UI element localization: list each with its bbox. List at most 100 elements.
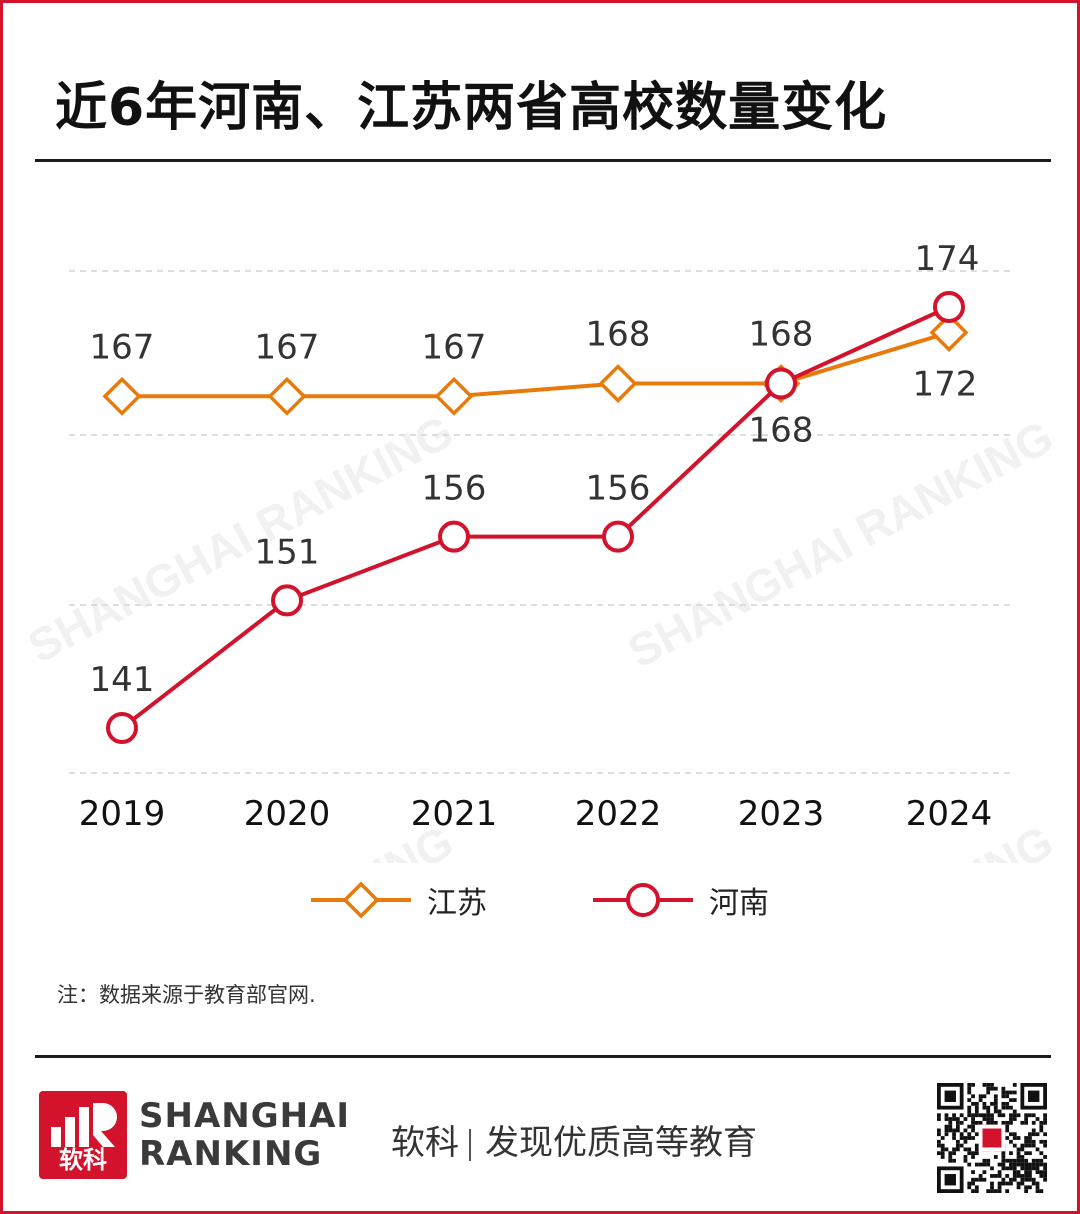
qr-module bbox=[1001, 1162, 1006, 1167]
qr-module bbox=[955, 1124, 960, 1129]
title-divider bbox=[35, 159, 1051, 162]
qr-module bbox=[971, 1177, 975, 1182]
qr-module bbox=[1024, 1166, 1029, 1171]
qr-module bbox=[1031, 1139, 1036, 1144]
qr-module bbox=[937, 1151, 941, 1156]
qr-module bbox=[1028, 1162, 1032, 1167]
qr-module bbox=[959, 1113, 964, 1118]
qr-module bbox=[1016, 1155, 1021, 1159]
qr-module bbox=[982, 1117, 987, 1121]
qr-module bbox=[1009, 1139, 1013, 1144]
qr-module bbox=[1024, 1170, 1029, 1175]
qr-module bbox=[1020, 1158, 1025, 1163]
qr-module bbox=[1043, 1132, 1047, 1137]
qr-module bbox=[1016, 1185, 1021, 1190]
qr-module bbox=[959, 1143, 964, 1148]
qr-module bbox=[1043, 1143, 1047, 1148]
qr-module bbox=[1024, 1189, 1029, 1193]
qr-module bbox=[937, 1139, 941, 1144]
qr-module bbox=[1035, 1166, 1040, 1171]
qr-module bbox=[993, 1094, 998, 1099]
qr-module bbox=[967, 1181, 972, 1186]
qr-module bbox=[1020, 1147, 1025, 1152]
qr-module bbox=[1020, 1166, 1025, 1171]
qr-module bbox=[1016, 1174, 1021, 1178]
qr-module bbox=[952, 1117, 956, 1121]
qr-module bbox=[1031, 1158, 1036, 1163]
qr-module bbox=[1020, 1120, 1025, 1125]
qr-module bbox=[1020, 1181, 1025, 1186]
qr-module bbox=[1024, 1136, 1029, 1140]
qr-module bbox=[971, 1189, 975, 1193]
qr-module bbox=[990, 1113, 994, 1118]
qr-module bbox=[1001, 1113, 1006, 1118]
data-label-jiangsu: 167 bbox=[255, 327, 320, 367]
qr-module bbox=[1012, 1162, 1017, 1167]
qr-module bbox=[974, 1147, 979, 1152]
qr-module bbox=[1024, 1120, 1029, 1125]
brand-logo: 软科 bbox=[39, 1091, 127, 1179]
data-point-jiangsu bbox=[929, 313, 969, 352]
qr-module bbox=[1020, 1162, 1025, 1167]
qr-module bbox=[978, 1162, 983, 1167]
x-tick-label: 2024 bbox=[906, 794, 993, 834]
qr-module bbox=[948, 1151, 953, 1156]
qr-module bbox=[1012, 1117, 1017, 1121]
legend-marker-henan bbox=[593, 883, 693, 917]
qr-module bbox=[937, 1113, 941, 1118]
qr-module bbox=[1012, 1098, 1017, 1102]
qr-module bbox=[993, 1105, 998, 1110]
qr-module bbox=[1009, 1132, 1013, 1137]
qr-module bbox=[1024, 1113, 1029, 1118]
source-note: 注：数据来源于教育部官网. bbox=[57, 983, 316, 1007]
qr-module bbox=[1001, 1181, 1006, 1186]
qr-module bbox=[1005, 1166, 1010, 1171]
qr-module bbox=[971, 1083, 975, 1087]
slogan-right: 发现优质高等教育 bbox=[485, 1123, 757, 1163]
qr-module bbox=[997, 1189, 1002, 1193]
qr-module bbox=[974, 1162, 979, 1167]
qr-module bbox=[1005, 1124, 1010, 1129]
legend-label-henan: 河南 bbox=[709, 886, 769, 921]
qr-module bbox=[986, 1158, 991, 1163]
qr-module bbox=[978, 1094, 983, 1099]
qr-module bbox=[1005, 1120, 1010, 1125]
watermark-text: SHANGHAI RANKING bbox=[620, 410, 1062, 678]
qr-module bbox=[974, 1177, 979, 1182]
qr-module bbox=[1001, 1101, 1006, 1106]
qr-module bbox=[1028, 1151, 1032, 1156]
legend-label-jiangsu: 江苏 bbox=[427, 886, 487, 921]
logo-bars-icon bbox=[51, 1103, 117, 1147]
qr-module bbox=[990, 1185, 994, 1190]
qr-module bbox=[971, 1094, 975, 1099]
qr-module bbox=[1012, 1158, 1017, 1163]
qr-module bbox=[955, 1117, 960, 1121]
qr-module bbox=[974, 1101, 979, 1106]
qr-module bbox=[1009, 1120, 1013, 1125]
qr-module bbox=[1039, 1174, 1044, 1178]
qr-module bbox=[1012, 1109, 1017, 1114]
qr-module bbox=[1028, 1113, 1032, 1118]
qr-module bbox=[986, 1189, 991, 1193]
qr-module bbox=[948, 1124, 953, 1129]
qr-module bbox=[971, 1151, 975, 1156]
qr-code-icon[interactable] bbox=[937, 1083, 1047, 1193]
qr-module bbox=[948, 1120, 953, 1125]
qr-module bbox=[997, 1174, 1002, 1178]
qr-module bbox=[1012, 1177, 1017, 1182]
qr-module bbox=[986, 1090, 991, 1095]
qr-module bbox=[1028, 1136, 1032, 1140]
qr-module bbox=[948, 1158, 953, 1163]
qr-module bbox=[1016, 1162, 1021, 1167]
qr-module bbox=[1035, 1117, 1040, 1121]
qr-module bbox=[1005, 1181, 1010, 1186]
qr-module bbox=[990, 1086, 994, 1091]
qr-module bbox=[990, 1117, 994, 1121]
qr-module bbox=[967, 1113, 972, 1118]
qr-module bbox=[1005, 1136, 1010, 1140]
qr-module bbox=[982, 1101, 987, 1106]
qr-module bbox=[986, 1086, 991, 1091]
qr-module bbox=[1039, 1158, 1044, 1163]
qr-module bbox=[955, 1128, 960, 1133]
